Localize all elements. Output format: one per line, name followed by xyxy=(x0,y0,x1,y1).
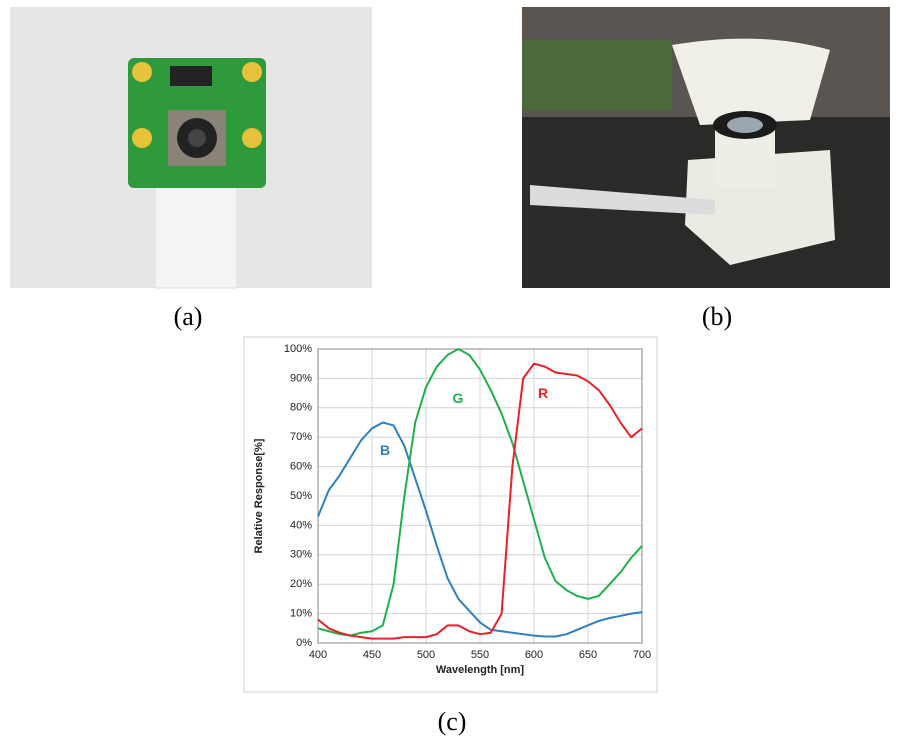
y-tick-label: 10% xyxy=(290,608,312,620)
photo-camera-module xyxy=(10,7,372,288)
x-tick-label: 400 xyxy=(309,649,327,661)
y-tick-label: 70% xyxy=(290,431,312,443)
photo-camera-setup xyxy=(522,7,890,288)
x-tick-label: 650 xyxy=(579,649,597,661)
y-tick-label: 0% xyxy=(296,637,312,649)
y-tick-label: 100% xyxy=(284,343,312,355)
x-tick-label: 450 xyxy=(363,649,381,661)
series-label: G xyxy=(453,390,464,406)
y-tick-label: 30% xyxy=(290,549,312,561)
x-tick-label: 550 xyxy=(471,649,489,661)
x-tick-label: 600 xyxy=(525,649,543,661)
y-axis-label: Relative Response[%] xyxy=(253,438,265,553)
panel-label: (a) xyxy=(174,302,203,331)
series-label: B xyxy=(380,442,390,458)
series-label: R xyxy=(538,385,548,401)
x-axis-label: Wavelength [nm] xyxy=(436,664,525,676)
panel-label: (b) xyxy=(702,302,732,331)
panel-label: (c) xyxy=(438,707,467,736)
x-tick-label: 700 xyxy=(633,649,651,661)
y-tick-label: 80% xyxy=(290,402,312,414)
y-tick-label: 90% xyxy=(290,372,312,384)
y-tick-label: 40% xyxy=(290,519,312,531)
figure: (a) (b) (c) 0% 10% 20% 30% 40% 50% 60% 70% 80% 90… xyxy=(0,0,904,736)
y-tick-label: 20% xyxy=(290,578,312,590)
y-tick-label: 60% xyxy=(290,461,312,473)
x-tick-label: 500 xyxy=(417,649,435,661)
y-tick-label: 50% xyxy=(290,490,312,502)
